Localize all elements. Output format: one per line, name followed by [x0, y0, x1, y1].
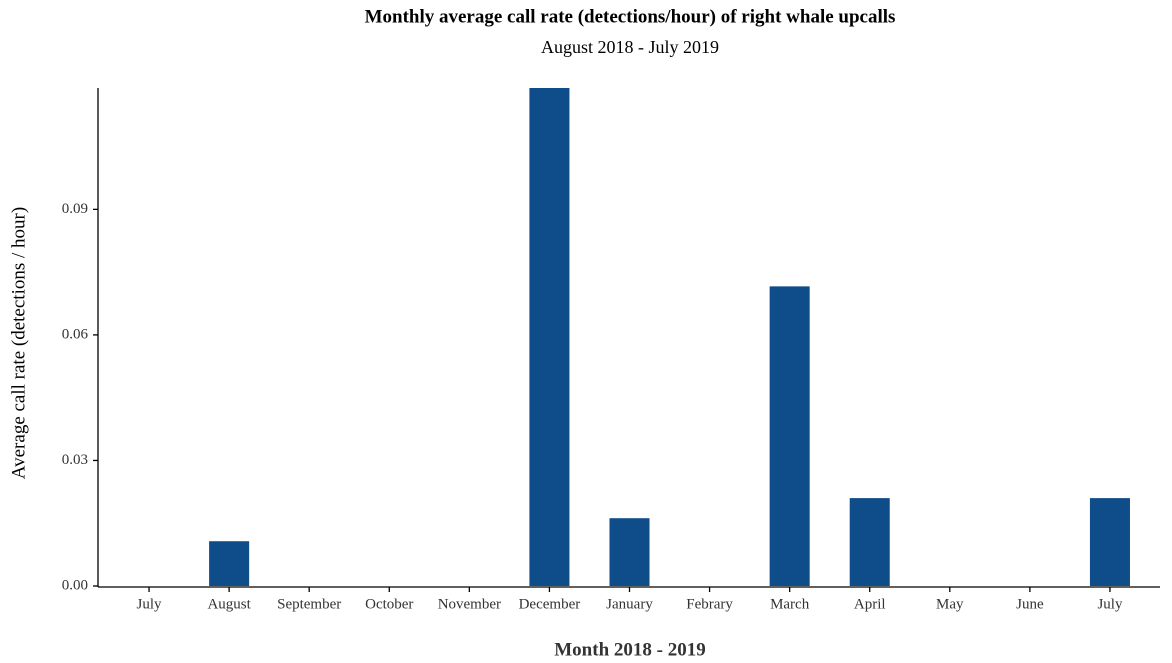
x-tick-label: July — [1097, 596, 1123, 612]
y-tick-label: 0.06 — [62, 326, 89, 342]
x-tick-label: September — [277, 596, 341, 612]
chart-subtitle: August 2018 - July 2019 — [541, 37, 719, 57]
chart-title: Monthly average call rate (detections/ho… — [365, 6, 896, 27]
x-tick-label: Febrary — [686, 596, 733, 612]
x-tick-label: October — [365, 596, 413, 612]
y-tick-label: 0.03 — [62, 452, 88, 468]
x-axis-title: Month 2018 - 2019 — [554, 639, 705, 660]
bar — [529, 88, 570, 586]
x-tick-label: July — [137, 596, 163, 612]
y-tick-label: 0.00 — [62, 577, 88, 593]
y-tick-label: 0.09 — [62, 201, 88, 217]
x-tick-label: January — [606, 596, 653, 612]
bar — [769, 286, 810, 586]
x-tick-label: May — [936, 596, 964, 612]
bar — [849, 498, 890, 586]
x-tick-label: June — [1016, 596, 1044, 612]
x-tick-label: November — [438, 596, 501, 612]
bar — [209, 541, 250, 586]
bar — [609, 518, 650, 586]
x-tick-label: March — [770, 596, 810, 612]
bar — [1089, 498, 1130, 586]
x-tick-label: August — [207, 596, 251, 612]
x-tick-label: April — [854, 596, 886, 612]
x-tick-label: December — [519, 596, 581, 612]
y-axis-title: Average call rate (detections / hour) — [8, 207, 29, 479]
